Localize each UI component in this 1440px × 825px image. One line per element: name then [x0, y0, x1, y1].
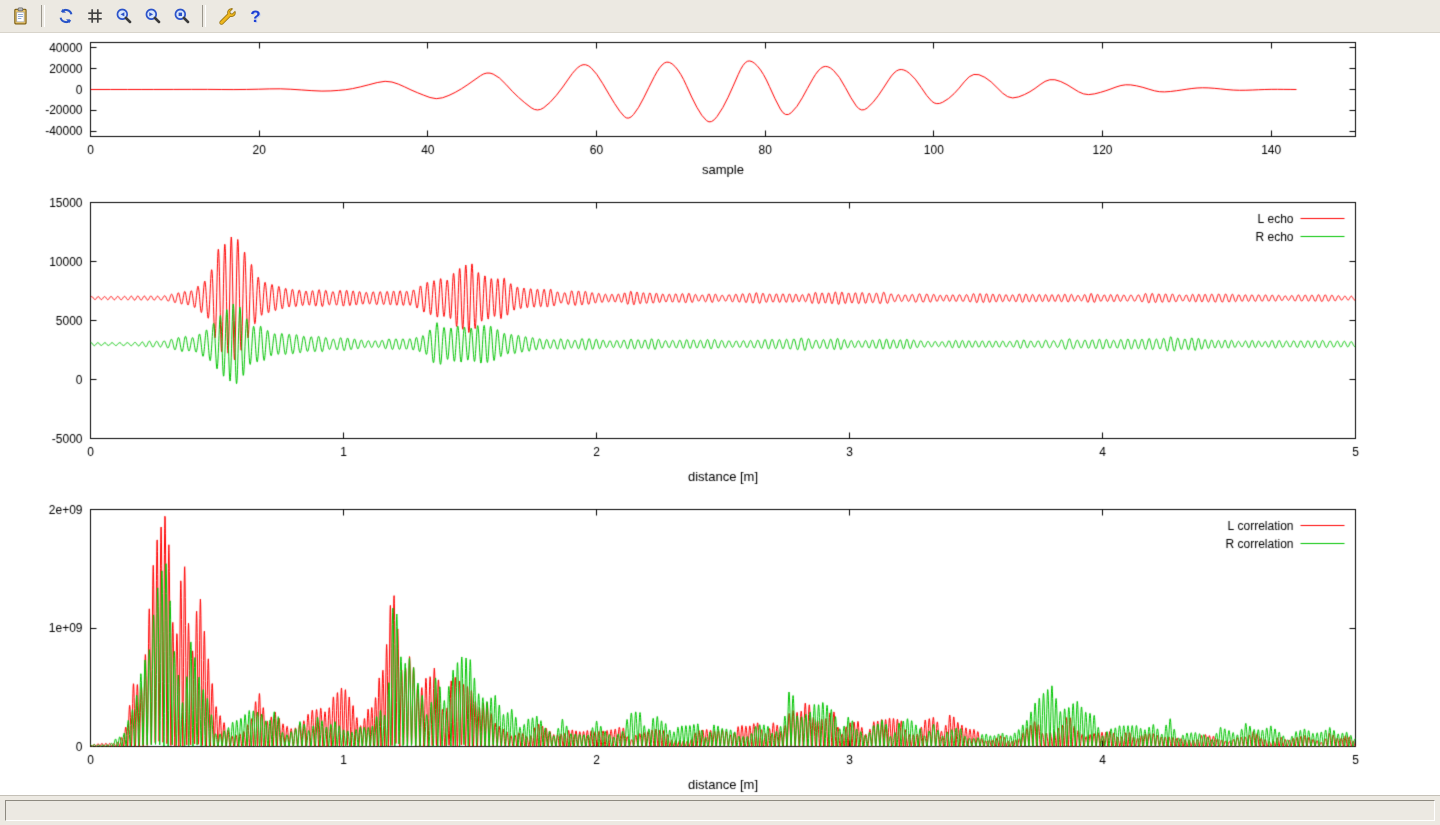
status-field [5, 800, 1435, 821]
plot-area [0, 33, 1440, 795]
help-icon: ? [250, 6, 261, 26]
zoom-reset-button[interactable] [168, 3, 195, 30]
zoom-reset-icon [174, 8, 189, 24]
refresh-icon [59, 8, 72, 24]
zoom-next-button[interactable] [139, 3, 166, 30]
zoom-next-icon [145, 8, 160, 24]
toolbar-separator [41, 5, 45, 27]
replot-button[interactable] [52, 3, 79, 30]
toolbar-separator [202, 5, 206, 27]
status-bar [0, 795, 1440, 825]
toggle-grid-button[interactable] [81, 3, 108, 30]
toolbar: ? [0, 0, 1440, 33]
copy-icon [13, 7, 27, 25]
wrench-icon [218, 8, 236, 25]
plot-canvas[interactable] [0, 33, 1440, 795]
zoom-previous-icon [116, 8, 131, 24]
grid-icon [87, 9, 102, 23]
zoom-previous-button[interactable] [110, 3, 137, 30]
help-button[interactable]: ? [242, 3, 269, 30]
configure-button[interactable] [213, 3, 240, 30]
copy-button[interactable] [7, 3, 34, 30]
